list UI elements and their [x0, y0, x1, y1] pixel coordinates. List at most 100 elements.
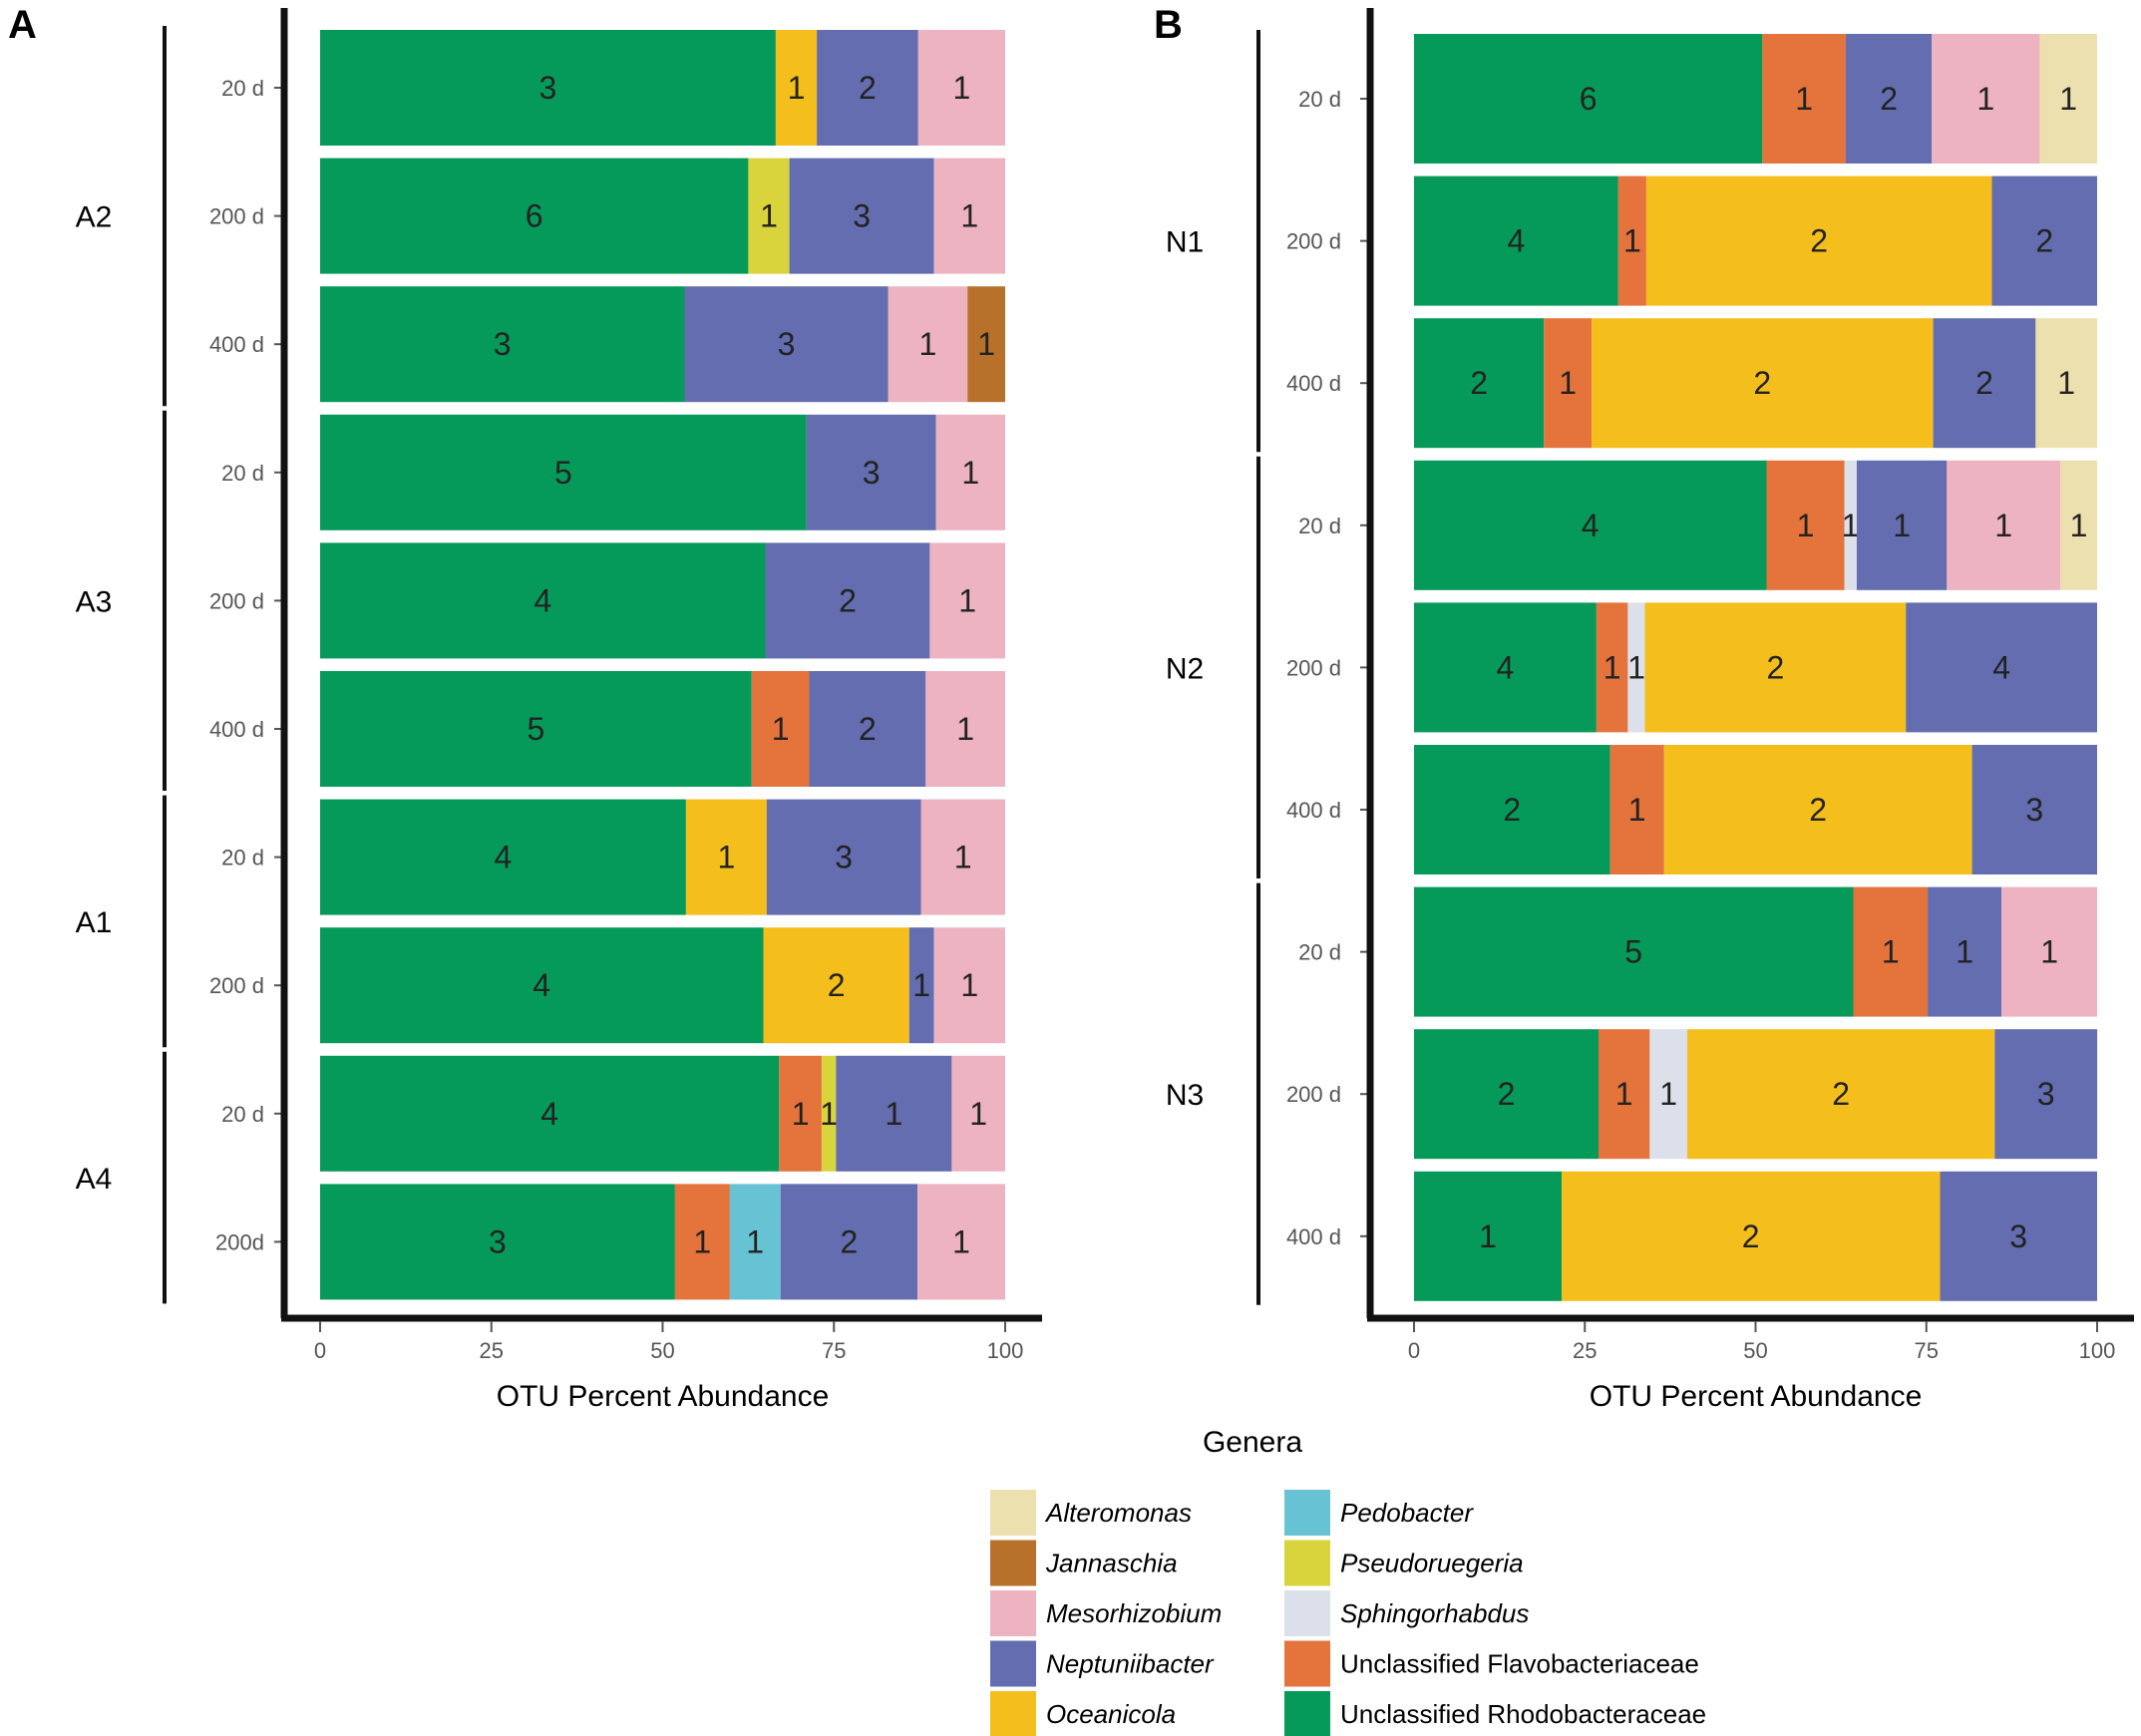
legend-swatch — [1284, 1590, 1330, 1636]
bar-segment — [1414, 602, 1597, 733]
y-tick-label: 400 d — [1286, 1224, 1341, 1249]
x-tick-label: 100 — [2079, 1338, 2116, 1363]
segment-otu-label: 2 — [1753, 365, 1771, 401]
segment-otu-label: 1 — [788, 70, 806, 106]
y-tick-label: 20 d — [221, 846, 264, 870]
segment-otu-label: 1 — [954, 840, 972, 875]
segment-otu-label: 1 — [746, 1223, 764, 1259]
segment-otu-label: 1 — [1628, 792, 1646, 828]
segment-otu-label: 2 — [1498, 1076, 1516, 1112]
bar-segment — [1932, 34, 2040, 164]
segment-otu-label: 2 — [828, 967, 846, 1003]
segment-otu-label: 3 — [835, 840, 853, 875]
bar-segment — [935, 414, 1005, 530]
segment-otu-label: 4 — [495, 840, 513, 875]
segment-otu-label: 1 — [1956, 934, 1973, 970]
legend-label: Pedobacter — [1340, 1498, 1474, 1528]
bar-segment — [1649, 1029, 1687, 1160]
segment-otu-label: 1 — [2070, 508, 2088, 543]
segment-otu-label: 1 — [919, 326, 937, 362]
legend-label: Oceanicola — [1046, 1699, 1176, 1729]
legend-label: Sphingorhabdus — [1340, 1598, 1529, 1628]
group-label-a4: A4 — [76, 1163, 113, 1196]
x-tick-label: 0 — [1408, 1338, 1420, 1363]
bar-segment — [775, 30, 818, 146]
segment-otu-label: 3 — [494, 326, 512, 362]
legend-swatch — [990, 1691, 1036, 1736]
bar-segment — [1853, 886, 1929, 1017]
bar-segment — [320, 799, 686, 915]
bar-segment — [933, 927, 1005, 1044]
segment-otu-label: 2 — [1810, 223, 1828, 259]
legend-swatch — [990, 1640, 1036, 1687]
segment-otu-label: 1 — [1842, 508, 1860, 543]
segment-otu-label: 1 — [1893, 508, 1911, 543]
segment-otu-label: 1 — [693, 1223, 711, 1259]
segment-otu-label: 1 — [961, 455, 979, 491]
bar-segment — [1617, 175, 1646, 306]
legend-label: Pseudoruegeria — [1340, 1549, 1524, 1578]
bar-segment — [1844, 460, 1857, 590]
segment-otu-label: 2 — [1975, 365, 1993, 401]
y-tick-label: 400 d — [209, 717, 264, 742]
bar-segment — [1928, 886, 2002, 1017]
bar-segment — [748, 158, 790, 274]
bar-segment — [951, 1055, 1005, 1172]
y-tick-label: 200 d — [209, 588, 264, 613]
group-label-a2: A2 — [76, 201, 113, 234]
segment-otu-label: 2 — [1503, 792, 1521, 828]
bar-segment — [1562, 1171, 1941, 1301]
bar-segment — [1599, 1029, 1650, 1160]
bar-segment — [1994, 1029, 2098, 1160]
segment-otu-label: 1 — [956, 711, 974, 747]
x-tick-label: 50 — [1743, 1338, 1767, 1363]
y-tick-label: 400 d — [1286, 371, 1341, 396]
bar-segment — [1544, 318, 1593, 449]
bar-segment — [751, 671, 810, 787]
bar-segment — [1414, 318, 1545, 449]
segment-otu-label: 3 — [778, 326, 796, 362]
panel-letter-a: A — [8, 3, 37, 47]
segment-otu-label: 6 — [526, 198, 543, 234]
bar-segment — [763, 927, 909, 1044]
x-tick-label: 75 — [1915, 1338, 1939, 1363]
bar-segment — [320, 30, 776, 146]
bar-segment — [1991, 175, 2097, 306]
x-tick-label: 100 — [987, 1338, 1024, 1363]
legend-label: Jannaschia — [1045, 1549, 1178, 1578]
group-label-a1: A1 — [76, 906, 113, 939]
bar-segment — [320, 158, 749, 274]
segment-otu-label: 1 — [952, 1223, 970, 1259]
segment-otu-label: 1 — [1659, 1076, 1677, 1112]
segment-otu-label: 1 — [1604, 649, 1621, 685]
x-tick-label: 50 — [650, 1338, 674, 1363]
segment-otu-label: 3 — [2025, 792, 2043, 828]
segment-otu-label: 2 — [1742, 1218, 1760, 1254]
bar-segment — [2001, 886, 2097, 1017]
segment-otu-label: 2 — [859, 70, 877, 106]
segment-otu-label: 4 — [1497, 649, 1515, 685]
segment-otu-label: 1 — [772, 711, 790, 747]
x-tick-label: 75 — [822, 1338, 846, 1363]
legend-swatch — [990, 1540, 1036, 1586]
y-tick-label: 400 d — [209, 332, 264, 357]
segment-otu-label: 3 — [489, 1223, 507, 1259]
legend-label: Alteromonas — [1044, 1498, 1192, 1528]
bar-segment — [2039, 34, 2097, 164]
segment-otu-label: 4 — [1582, 508, 1600, 543]
segment-otu-label: 2 — [1832, 1076, 1850, 1112]
segment-otu-label: 4 — [1508, 223, 1526, 259]
panel-letter-b: B — [1154, 3, 1183, 47]
segment-otu-label: 4 — [533, 967, 550, 1003]
segment-otu-label: 3 — [853, 198, 871, 234]
y-tick-label: 20 d — [1298, 87, 1341, 112]
x-axis-title: OTU Percent Abundance — [497, 1380, 830, 1413]
segment-otu-label: 1 — [760, 198, 778, 234]
segment-otu-label: 1 — [1882, 934, 1900, 970]
y-tick-label: 200d — [215, 1229, 264, 1254]
bar-segment — [817, 30, 918, 146]
bar-segment — [1971, 745, 2097, 874]
segment-otu-label: 1 — [1994, 508, 2012, 543]
bar-segment — [684, 286, 889, 403]
bar-segment — [967, 286, 1005, 403]
